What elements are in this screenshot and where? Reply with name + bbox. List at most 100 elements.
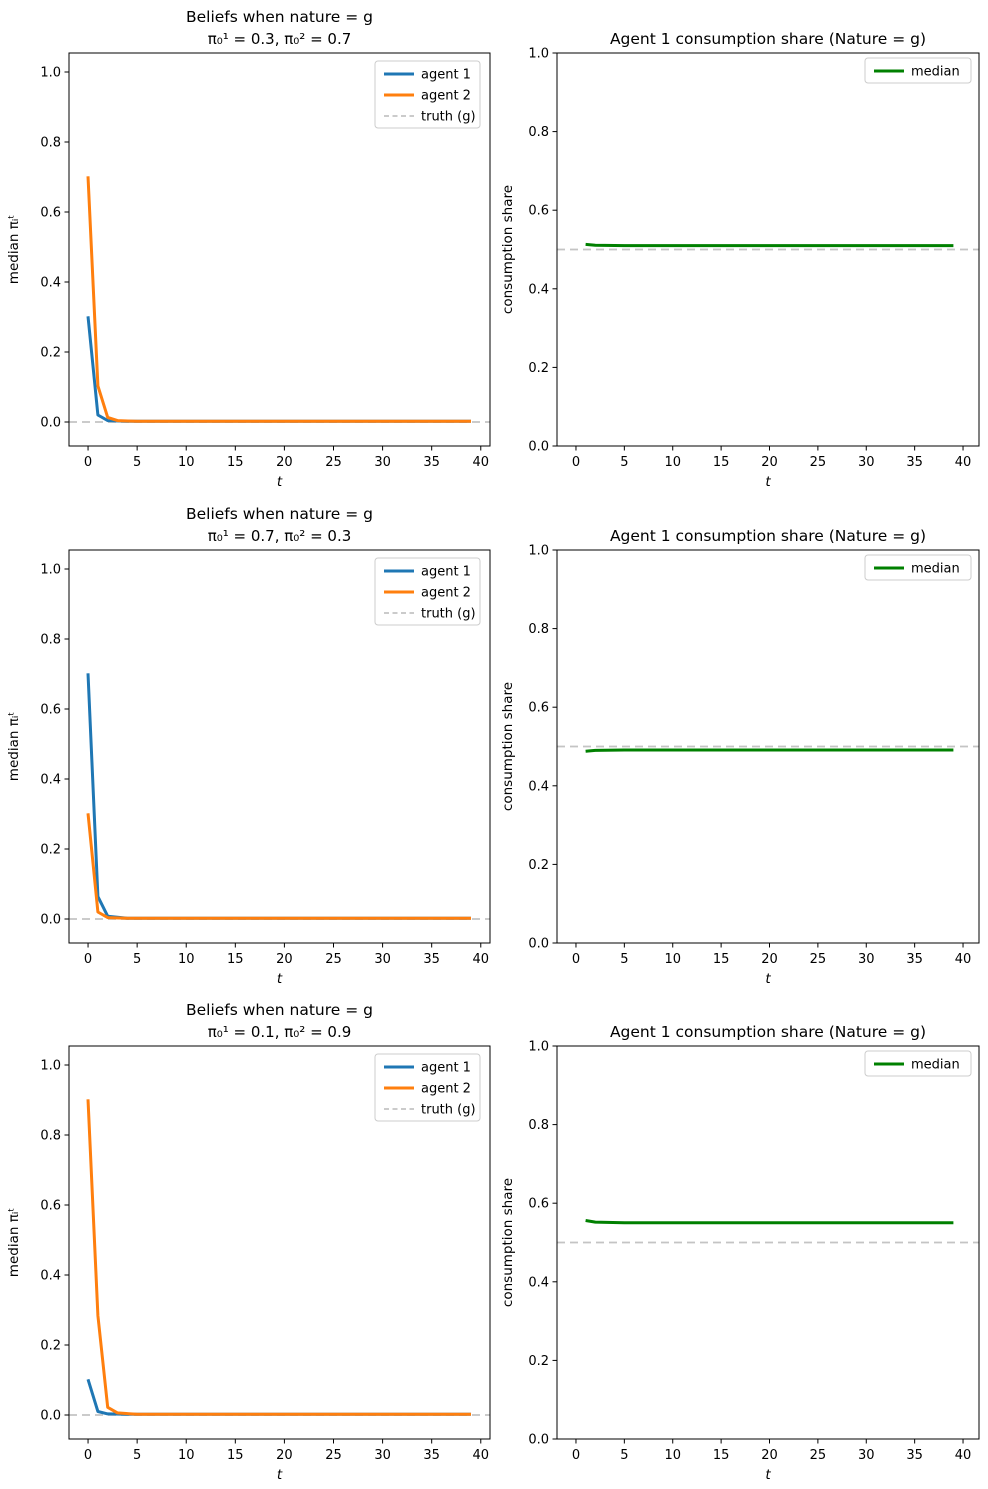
y-tick-label: 0.6: [528, 701, 549, 716]
x-tick-label: 25: [810, 1448, 827, 1463]
legend-label: agent 1: [421, 68, 471, 83]
chart-title: Agent 1 consumption share (Nature = g): [610, 30, 926, 48]
chart-subtitle: π₀¹ = 0.3, π₀² = 0.7: [208, 30, 352, 48]
x-tick-label: 0: [572, 952, 580, 967]
legend-label: agent 1: [421, 565, 471, 580]
chart-title: Agent 1 consumption share (Nature = g): [610, 527, 926, 545]
y-tick-label: 0.6: [40, 1198, 61, 1213]
x-tick-label: 40: [955, 1448, 972, 1463]
legend-label: agent 2: [421, 89, 471, 104]
x-tick-label: 15: [713, 1448, 730, 1463]
x-tick-label: 30: [858, 455, 875, 470]
series-line-agent-1: [86, 673, 471, 920]
y-tick-label: 0.6: [528, 1197, 549, 1212]
x-tick-label: 0: [572, 455, 580, 470]
series-line-median: [585, 242, 954, 248]
chart-title: Beliefs when nature = g: [186, 8, 373, 26]
x-tick-label: 20: [761, 952, 778, 967]
legend-label: truth (g): [421, 607, 476, 622]
y-axis-label: median πᵢᵗ: [6, 712, 22, 781]
y-axis-label: consumption share: [500, 1178, 516, 1307]
x-tick-label: 40: [472, 952, 489, 967]
consumption-share-chart-row1: Agent 1 consumption share (Nature = g) 0 5…: [500, 30, 980, 490]
legend-label: median: [911, 1058, 960, 1073]
x-tick-label: 35: [906, 455, 923, 470]
x-tick-label: 30: [374, 455, 391, 470]
x-tick-label: 20: [276, 455, 293, 470]
y-tick-label: 0.0: [528, 937, 549, 952]
legend-label: median: [911, 65, 960, 80]
x-axis-label: t: [277, 971, 283, 987]
y-tick-label: 0.8: [528, 622, 549, 637]
legend-label: truth (g): [421, 110, 476, 125]
x-tick-label: 10: [178, 952, 195, 967]
x-axis-label: t: [765, 474, 771, 490]
y-tick-label: 1.0: [40, 66, 61, 81]
series-line-agent-1: [86, 316, 471, 423]
chart-subtitle: π₀¹ = 0.7, π₀² = 0.3: [208, 527, 352, 545]
x-axis-label: t: [765, 1467, 771, 1483]
chart-subtitle: π₀¹ = 0.1, π₀² = 0.9: [208, 1023, 352, 1041]
x-tick-label: 40: [472, 455, 489, 470]
y-tick-label: 0.4: [528, 282, 549, 297]
x-tick-label: 5: [620, 455, 628, 470]
x-tick-label: 40: [955, 952, 972, 967]
x-tick-label: 15: [713, 455, 730, 470]
y-tick-label: 0.2: [40, 842, 61, 857]
y-tick-label: 0.0: [528, 1433, 549, 1448]
axes-frame: [556, 52, 980, 447]
y-tick-label: 0.8: [528, 1118, 549, 1133]
y-tick-label: 0.4: [40, 1268, 61, 1283]
y-tick-label: 0.0: [40, 1408, 61, 1423]
y-tick-label: 0.8: [40, 633, 61, 648]
y-tick-label: 0.0: [40, 912, 61, 927]
x-tick-label: 35: [423, 455, 440, 470]
legend-box: [864, 554, 972, 581]
x-tick-label: 35: [423, 1448, 440, 1463]
legend-label: truth (g): [421, 1103, 476, 1118]
legend-label: median: [911, 562, 960, 577]
x-tick-label: 25: [325, 952, 342, 967]
x-tick-label: 30: [858, 952, 875, 967]
y-tick-label: 0.6: [40, 702, 61, 717]
x-tick-label: 10: [178, 1448, 195, 1463]
y-tick-label: 0.4: [528, 1275, 549, 1290]
legend-label: agent 2: [421, 586, 471, 601]
x-tick-label: 25: [810, 952, 827, 967]
axes-frame: [68, 52, 491, 447]
series-line-agent-2: [86, 176, 471, 423]
x-tick-label: 15: [227, 952, 244, 967]
x-tick-label: 0: [84, 952, 92, 967]
x-tick-label: 5: [133, 455, 141, 470]
consumption-share-chart-row3: Agent 1 consumption share (Nature = g) 0 5…: [500, 1023, 980, 1483]
legend-box: [864, 57, 972, 84]
y-tick-label: 1.0: [40, 563, 61, 578]
legend-box: [374, 60, 481, 129]
y-tick-label: 0.4: [40, 275, 61, 290]
y-tick-label: 0.6: [40, 205, 61, 220]
axes-frame: [68, 1045, 491, 1440]
y-tick-label: 0.4: [528, 779, 549, 794]
x-tick-label: 5: [133, 952, 141, 967]
x-tick-label: 25: [325, 1448, 342, 1463]
y-tick-label: 0.2: [528, 361, 549, 376]
x-tick-label: 35: [906, 952, 923, 967]
x-axis-label: t: [277, 474, 283, 490]
x-tick-label: 25: [325, 455, 342, 470]
y-tick-label: 1.0: [40, 1059, 61, 1074]
y-axis-label: consumption share: [500, 682, 516, 811]
legend-label: agent 2: [421, 1082, 471, 1097]
y-axis-label: median πᵢᵗ: [6, 1208, 22, 1277]
beliefs-chart-row2: Beliefs when nature = g π₀¹ = 0.7, π₀² = …: [6, 505, 491, 987]
y-axis-label: consumption share: [500, 185, 516, 314]
x-tick-label: 20: [761, 1448, 778, 1463]
beliefs-chart-row3: Beliefs when nature = g π₀¹ = 0.1, π₀² = …: [6, 1001, 491, 1483]
axes-frame: [556, 1045, 980, 1440]
y-tick-label: 0.8: [40, 1129, 61, 1144]
x-tick-label: 25: [810, 455, 827, 470]
series-line-agent-2: [86, 813, 471, 920]
x-tick-label: 5: [133, 1448, 141, 1463]
x-tick-label: 15: [713, 952, 730, 967]
x-tick-label: 5: [620, 952, 628, 967]
